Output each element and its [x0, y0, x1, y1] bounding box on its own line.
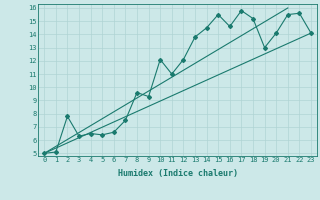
X-axis label: Humidex (Indice chaleur): Humidex (Indice chaleur): [118, 169, 238, 178]
